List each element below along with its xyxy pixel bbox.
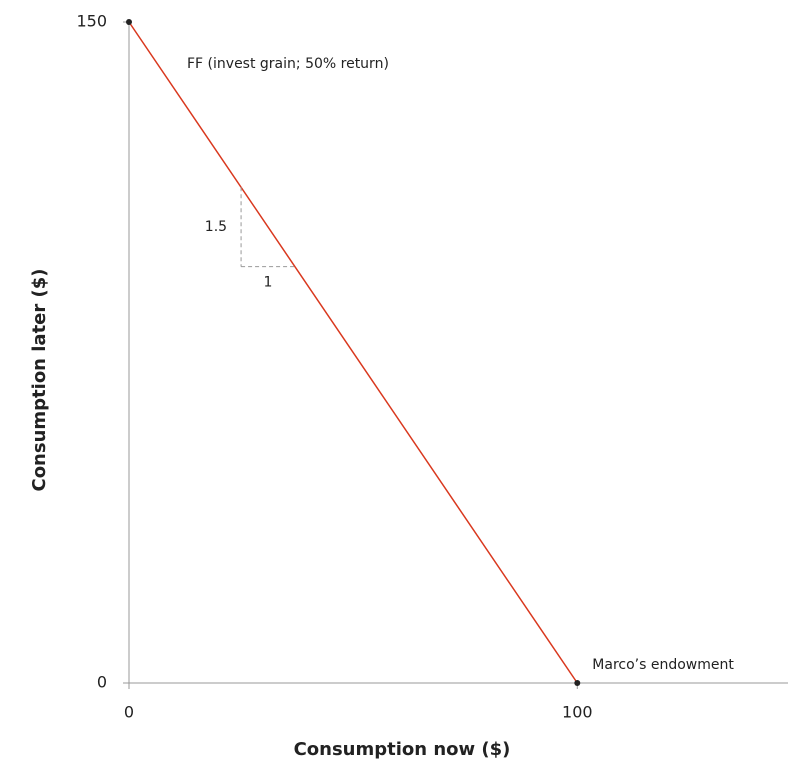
y-tick-label: 150 xyxy=(76,12,107,31)
x-tick-label: 0 xyxy=(124,703,134,722)
point xyxy=(126,19,132,25)
run-label: 1 xyxy=(264,275,273,291)
y-tick-label: 0 xyxy=(97,673,107,692)
x-tick-label: 100 xyxy=(562,703,593,722)
series-line xyxy=(128,21,578,684)
x-axis-title: Consumption now ($) xyxy=(294,739,511,760)
rise-label: 1.5 xyxy=(205,219,227,235)
series-label: FF (invest grain; 50% return) xyxy=(187,56,389,72)
point xyxy=(574,680,581,686)
endowment-label: Marco’s endowment xyxy=(592,657,734,673)
y-axis-title: Consumption later ($) xyxy=(29,268,50,491)
